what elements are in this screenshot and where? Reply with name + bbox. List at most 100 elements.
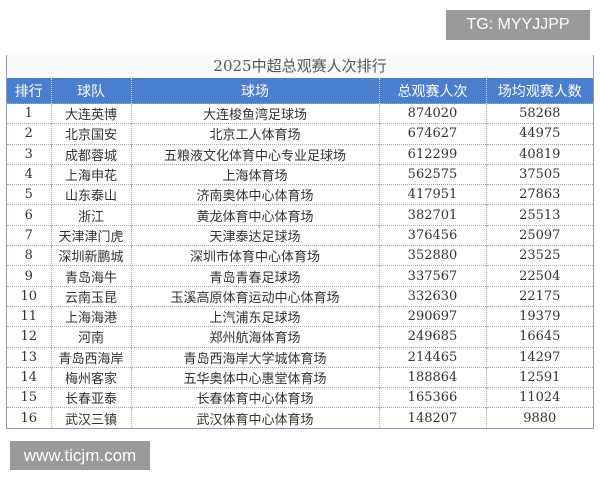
ranking-table-container: 2025中超总观赛人次排行 排行 球队 球场 总观赛人次 场均观赛人数 1 大连英博 大连梭… bbox=[6, 55, 594, 429]
cell-rank: 1 bbox=[7, 102, 52, 124]
cell-stadium: 深圳市体育中心体育场 bbox=[131, 245, 380, 266]
cell-team: 青岛西海岸 bbox=[51, 346, 132, 368]
table-row: 14 梅州客家 五华奥体中心惠堂体育场 188864 12591 bbox=[7, 366, 593, 388]
watermark-top: TG: MYYJJPP bbox=[446, 10, 590, 40]
header-stadium: 球场 bbox=[131, 78, 380, 104]
cell-rank: 15 bbox=[7, 387, 52, 408]
header-total-attendance: 总观赛人次 bbox=[379, 78, 487, 104]
cell-average-attendance: 16645 bbox=[486, 326, 593, 348]
cell-team: 成都蓉城 bbox=[51, 143, 132, 165]
table-row: 16 武汉三镇 武汉体育中心体育场 148207 9880 bbox=[7, 407, 593, 428]
cell-total-attendance: 188864 bbox=[379, 366, 487, 388]
cell-team: 深圳新鹏城 bbox=[51, 245, 132, 266]
cell-stadium: 北京工人体育场 bbox=[131, 123, 380, 145]
table-row: 5 山东泰山 济南奥体中心体育场 417951 27863 bbox=[7, 184, 593, 205]
cell-total-attendance: 612299 bbox=[379, 143, 487, 165]
cell-team: 上海申花 bbox=[51, 163, 132, 185]
cell-team: 河南 bbox=[51, 326, 132, 348]
cell-average-attendance: 25513 bbox=[486, 204, 593, 226]
cell-stadium: 上汽浦东足球场 bbox=[131, 305, 380, 327]
cell-average-attendance: 19379 bbox=[486, 305, 593, 327]
cell-stadium: 五华奥体中心惠堂体育场 bbox=[131, 366, 380, 388]
cell-rank: 14 bbox=[7, 366, 52, 388]
header-average-attendance: 场均观赛人数 bbox=[486, 78, 593, 104]
cell-rank: 10 bbox=[7, 285, 52, 307]
cell-team: 上海海港 bbox=[51, 305, 132, 327]
cell-total-attendance: 417951 bbox=[379, 184, 487, 205]
watermark-bottom: www.ticjm.com bbox=[10, 441, 150, 470]
cell-rank: 2 bbox=[7, 123, 52, 145]
cell-average-attendance: 9880 bbox=[486, 407, 593, 428]
cell-total-attendance: 290697 bbox=[379, 305, 487, 327]
cell-stadium: 青岛青春足球场 bbox=[131, 265, 380, 287]
cell-total-attendance: 674627 bbox=[379, 123, 487, 145]
cell-average-attendance: 14297 bbox=[486, 346, 593, 368]
cell-rank: 16 bbox=[7, 407, 52, 428]
cell-total-attendance: 376456 bbox=[379, 224, 487, 246]
table-row: 15 长春亚泰 长春体育中心体育场 165366 11024 bbox=[7, 387, 593, 408]
cell-team: 北京国安 bbox=[51, 123, 132, 145]
cell-team: 长春亚泰 bbox=[51, 387, 132, 408]
cell-stadium: 济南奥体中心体育场 bbox=[131, 184, 380, 205]
cell-rank: 7 bbox=[7, 224, 52, 246]
cell-average-attendance: 11024 bbox=[486, 387, 593, 408]
cell-total-attendance: 148207 bbox=[379, 407, 487, 428]
cell-average-attendance: 12591 bbox=[486, 366, 593, 388]
table-row: 10 云南玉昆 玉溪高原体育运动中心体育场 332630 22175 bbox=[7, 285, 593, 307]
cell-average-attendance: 37505 bbox=[486, 163, 593, 185]
cell-total-attendance: 214465 bbox=[379, 346, 487, 368]
cell-rank: 9 bbox=[7, 265, 52, 287]
cell-stadium: 长春体育中心体育场 bbox=[131, 387, 380, 408]
header-row: 排行 球队 球场 总观赛人次 场均观赛人数 bbox=[7, 78, 593, 104]
table-row: 9 青岛海牛 青岛青春足球场 337567 22504 bbox=[7, 265, 593, 287]
table-row: 4 上海申花 上海体育场 562575 37505 bbox=[7, 163, 593, 185]
table-row: 11 上海海港 上汽浦东足球场 290697 19379 bbox=[7, 305, 593, 327]
cell-team: 天津津门虎 bbox=[51, 224, 132, 246]
cell-total-attendance: 332630 bbox=[379, 285, 487, 307]
cell-total-attendance: 352880 bbox=[379, 245, 487, 266]
cell-average-attendance: 58268 bbox=[486, 102, 593, 124]
cell-rank: 11 bbox=[7, 305, 52, 327]
cell-total-attendance: 165366 bbox=[379, 387, 487, 408]
cell-team: 云南玉昆 bbox=[51, 285, 132, 307]
cell-rank: 3 bbox=[7, 143, 52, 165]
table-title: 2025中超总观赛人次排行 bbox=[7, 55, 593, 78]
table-row: 7 天津津门虎 天津泰达足球场 376456 25097 bbox=[7, 224, 593, 246]
cell-stadium: 郑州航海体育场 bbox=[131, 326, 380, 348]
ranking-table: 排行 球队 球场 总观赛人次 场均观赛人数 1 大连英博 大连梭鱼湾足球场 874020 582… bbox=[7, 78, 593, 428]
cell-total-attendance: 874020 bbox=[379, 102, 487, 124]
cell-stadium: 武汉体育中心体育场 bbox=[131, 407, 380, 428]
table-row: 12 河南 郑州航海体育场 249685 16645 bbox=[7, 326, 593, 348]
cell-team: 武汉三镇 bbox=[51, 407, 132, 428]
cell-average-attendance: 44975 bbox=[486, 123, 593, 145]
cell-average-attendance: 23525 bbox=[486, 245, 593, 266]
table-row: 8 深圳新鹏城 深圳市体育中心体育场 352880 23525 bbox=[7, 245, 593, 266]
cell-rank: 13 bbox=[7, 346, 52, 368]
table-row: 1 大连英博 大连梭鱼湾足球场 874020 58268 bbox=[7, 102, 593, 124]
cell-stadium: 五粮液文化体育中心专业足球场 bbox=[131, 143, 380, 165]
cell-rank: 8 bbox=[7, 245, 52, 266]
cell-stadium: 上海体育场 bbox=[131, 163, 380, 185]
cell-team: 山东泰山 bbox=[51, 184, 132, 205]
cell-stadium: 青岛西海岸大学城体育场 bbox=[131, 346, 380, 368]
cell-total-attendance: 562575 bbox=[379, 163, 487, 185]
cell-stadium: 黄龙体育中心体育场 bbox=[131, 204, 380, 226]
cell-average-attendance: 40819 bbox=[486, 143, 593, 165]
cell-total-attendance: 337567 bbox=[379, 265, 487, 287]
cell-average-attendance: 27863 bbox=[486, 184, 593, 205]
cell-rank: 5 bbox=[7, 184, 52, 205]
cell-average-attendance: 25097 bbox=[486, 224, 593, 246]
cell-rank: 4 bbox=[7, 163, 52, 185]
header-rank: 排行 bbox=[7, 78, 52, 104]
cell-team: 浙江 bbox=[51, 204, 132, 226]
cell-stadium: 天津泰达足球场 bbox=[131, 224, 380, 246]
cell-team: 梅州客家 bbox=[51, 366, 132, 388]
cell-team: 青岛海牛 bbox=[51, 265, 132, 287]
cell-team: 大连英博 bbox=[51, 102, 132, 124]
header-team: 球队 bbox=[51, 78, 132, 104]
cell-stadium: 玉溪高原体育运动中心体育场 bbox=[131, 285, 380, 307]
cell-total-attendance: 382701 bbox=[379, 204, 487, 226]
cell-average-attendance: 22175 bbox=[486, 285, 593, 307]
table-row: 2 北京国安 北京工人体育场 674627 44975 bbox=[7, 123, 593, 145]
cell-rank: 12 bbox=[7, 326, 52, 348]
